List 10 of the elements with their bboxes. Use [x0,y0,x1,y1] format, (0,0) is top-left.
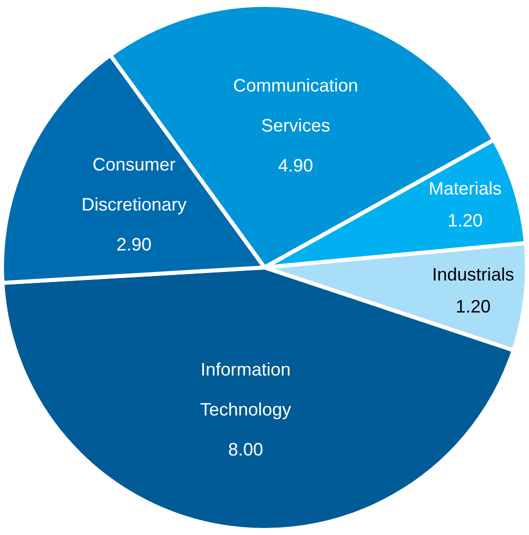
data-label: 4.90 [278,155,314,176]
slice-label: Consumer Discretionary [81,154,187,215]
data-label: 8.00 [228,440,264,460]
slice-label: Information Technology [200,360,292,420]
data-label: 1.20 [456,296,491,316]
data-label: 1.20 [448,210,483,230]
slice-label: Communication Services [233,75,358,136]
slice-label: Materials [428,178,502,198]
data-label: 2.90 [116,234,152,255]
slice-label: Industrials [432,264,514,284]
